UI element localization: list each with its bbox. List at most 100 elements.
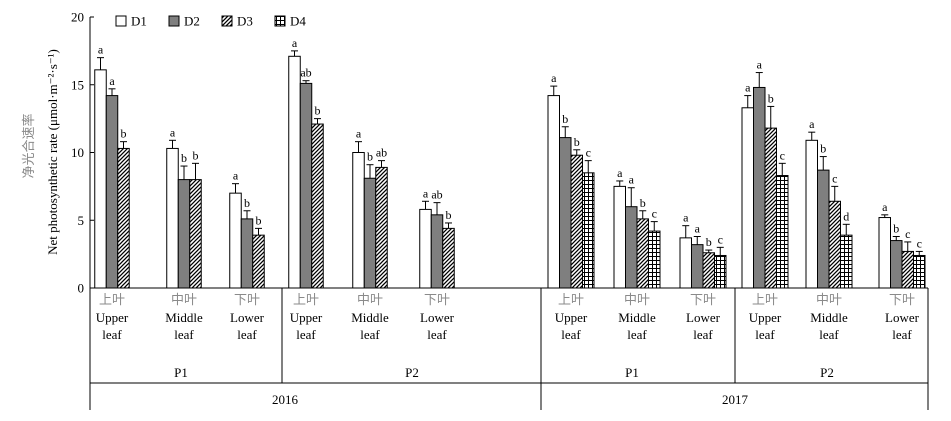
bar-d2	[691, 244, 704, 289]
bar-d1	[419, 208, 432, 289]
group-label: Middle	[351, 310, 389, 325]
y-tick-label: 15	[71, 77, 84, 92]
bar-d4	[714, 254, 727, 289]
legend: D1 D2 D3 D4	[115, 14, 306, 29]
significance-letter: c	[780, 148, 785, 162]
bar-d3	[570, 154, 583, 289]
group-label-cn: 中叶	[624, 292, 650, 307]
group-label-cn: 下叶	[234, 292, 260, 307]
legend-label-d3: D3	[237, 14, 253, 29]
group-label-cn: 中叶	[171, 292, 197, 307]
group-label-leaf: leaf	[892, 327, 912, 342]
bar-d4	[913, 254, 926, 289]
period-label: P1	[625, 365, 639, 380]
bar-d3	[311, 123, 324, 289]
significance-letter: b	[446, 208, 452, 222]
group-label-cn: 上叶	[752, 292, 778, 307]
significance-letter: a	[292, 36, 298, 50]
bar-d2	[105, 95, 119, 289]
bar-d3	[117, 147, 130, 289]
significance-letter: a	[629, 173, 635, 187]
year-label: 2017	[722, 392, 749, 407]
group-label-cn: 中叶	[357, 292, 383, 307]
period-label: P1	[174, 365, 188, 380]
group-label: Lower	[420, 310, 455, 325]
bar-d2	[625, 206, 638, 289]
significance-letter: a	[423, 186, 429, 200]
group-label-cn: 中叶	[816, 292, 842, 307]
y-axis-ticks: 0 5 10 15 20	[71, 10, 94, 296]
significance-letter: b	[640, 196, 646, 210]
group-label-cn: 下叶	[889, 292, 915, 307]
group-label: Middle	[618, 310, 656, 325]
significance-letter: ab	[431, 188, 442, 202]
bar-d1	[229, 192, 242, 289]
bar-d4	[776, 175, 789, 289]
group-label: Lower	[230, 310, 265, 325]
bar-d3	[442, 227, 455, 289]
group-label: Lower	[885, 310, 920, 325]
group-label: Upper	[555, 310, 588, 325]
group-label-leaf: leaf	[427, 327, 447, 342]
legend-label-d4: D4	[290, 14, 306, 29]
group-label-cn: 上叶	[293, 292, 319, 307]
y-tick-label: 0	[78, 281, 85, 296]
group-label-leaf: leaf	[102, 327, 122, 342]
significance-letter: a	[882, 200, 888, 214]
bar-d3	[828, 200, 841, 289]
bar-d2	[430, 214, 444, 289]
legend-swatch-d1	[115, 15, 127, 27]
bar-d1	[613, 185, 626, 289]
bar-d1	[288, 55, 301, 289]
bar-d4	[648, 230, 661, 289]
bar-d1	[547, 95, 560, 289]
significance-letter: c	[718, 232, 723, 246]
group-label-cn: 下叶	[424, 292, 450, 307]
bar-d1	[94, 69, 107, 289]
group-label-leaf: leaf	[561, 327, 581, 342]
bar-d3	[636, 218, 649, 289]
legend-swatch-d3	[221, 15, 233, 27]
group-label-leaf: leaf	[755, 327, 775, 342]
significance-letter: ab	[376, 146, 387, 160]
bar-d1	[805, 139, 818, 289]
x-axis-labels: 上叶 Upper leaf 中叶 Middle leaf 下叶 Lower leaf P1 上叶 Up…	[96, 292, 920, 407]
significance-letter: c	[917, 236, 922, 250]
group-label: Upper	[96, 310, 129, 325]
significance-letter: b	[768, 91, 774, 105]
significance-letter: a	[809, 117, 815, 131]
year-label: 2016	[272, 392, 299, 407]
bar-d3	[252, 234, 265, 289]
significance-letter: b	[315, 104, 321, 118]
legend-label-d1: D1	[131, 14, 147, 29]
group-label-cn: 上叶	[99, 292, 125, 307]
bar-d1	[352, 152, 365, 289]
significance-letter: b	[893, 222, 899, 236]
significance-letter: c	[832, 171, 837, 185]
significance-letter: b	[244, 196, 250, 210]
group-label: Middle	[165, 310, 203, 325]
period-label: P2	[405, 365, 419, 380]
group-label: Upper	[749, 310, 782, 325]
bar-d1	[741, 107, 754, 289]
bar-d2	[363, 177, 377, 289]
bar-d2	[890, 240, 903, 289]
bar-d3	[764, 127, 777, 289]
bar-d4	[840, 234, 853, 289]
significance-letter: a	[109, 74, 115, 88]
group-label-cn: 下叶	[690, 292, 716, 307]
group-label-leaf: leaf	[627, 327, 647, 342]
significance-letter: a	[356, 127, 362, 141]
legend-label-d2: D2	[184, 14, 200, 29]
group-label: Upper	[290, 310, 323, 325]
y-axis-title: Net photosynthetic rate (μmol·m⁻²·s⁻¹)	[45, 49, 60, 255]
bar-d3	[189, 179, 202, 289]
bar-d2	[177, 179, 191, 289]
y-tick-label: 20	[71, 10, 84, 25]
bar-d4	[582, 172, 595, 289]
significance-letter: a	[617, 166, 623, 180]
bar-d2	[299, 82, 313, 289]
significance-letter: b	[193, 148, 199, 162]
significance-letter: a	[98, 43, 104, 57]
